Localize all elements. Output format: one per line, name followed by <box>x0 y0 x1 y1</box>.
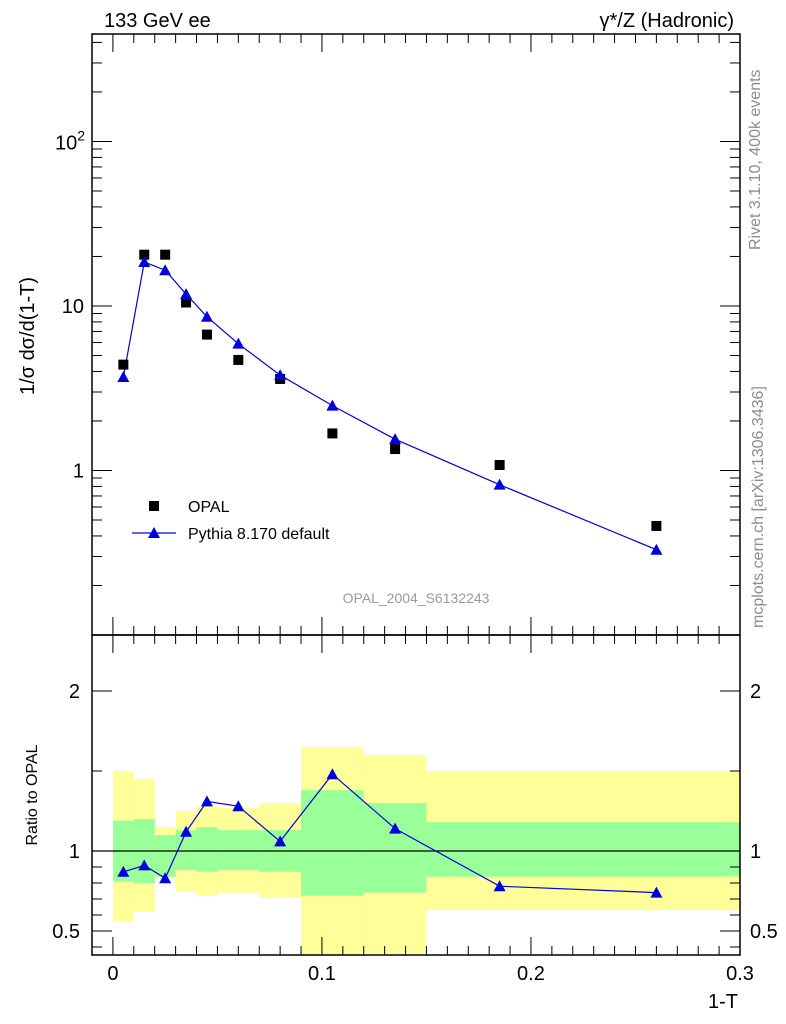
ratio-mc-point <box>159 872 172 884</box>
ratio-y-tick-label-right: 1 <box>750 841 761 863</box>
ratio-y-axis-title: Ratio to OPAL <box>24 744 41 845</box>
mc-point <box>159 264 172 276</box>
mc-point <box>274 369 287 381</box>
x-tick-label: 0.3 <box>726 963 754 985</box>
main-y-tick-label: 102 <box>55 127 85 154</box>
opal-point <box>118 359 129 370</box>
header-right: γ*/Z (Hadronic) <box>600 10 734 32</box>
x-tick-label: 0.1 <box>308 963 336 985</box>
ratio-mc-point <box>493 880 506 892</box>
main-panel-marks <box>117 249 663 555</box>
ratio-inner-band <box>196 827 218 872</box>
ratio-inner-band <box>217 830 260 871</box>
ratio-inner-band <box>154 835 176 877</box>
main-y-tick-label: 1 <box>73 460 84 482</box>
legend-opal-marker <box>149 501 159 511</box>
ratio-mc-point <box>232 800 245 812</box>
opal-point <box>494 459 505 470</box>
opal-point <box>201 329 212 340</box>
mc-point <box>493 478 506 490</box>
watermark: OPAL_2004_S6132243 <box>343 590 490 606</box>
ratio-mc-point <box>117 865 130 877</box>
ratio-y-tick-label: 1 <box>69 841 80 863</box>
ratio-mc-point <box>650 886 663 898</box>
mc-point <box>326 399 339 411</box>
mc-point <box>200 310 213 322</box>
mc-point <box>180 288 193 300</box>
x-tick-label: 0.2 <box>517 963 545 985</box>
opal-point <box>390 444 401 455</box>
legend-mc-marker <box>148 527 160 538</box>
ratio-mc-point <box>180 825 193 837</box>
opal-point <box>181 297 192 308</box>
ratio-y-tick-label-right: 0.5 <box>750 921 778 943</box>
mc-point <box>650 543 663 555</box>
legend-mc-label: Pythia 8.170 default <box>188 526 330 543</box>
ratio-mc-point <box>326 768 339 780</box>
ratio-mc-point <box>389 822 402 834</box>
ratio-panel: 0.5 0.5 1 1 2 2 0 0.1 0.2 0.3 Ratio to OPAL 1-T <box>24 634 778 1013</box>
ratio-y-tick-label: 0.5 <box>52 921 80 943</box>
legend: OPAL Pythia 8.170 default <box>132 499 330 543</box>
mc-point <box>389 433 402 445</box>
opal-point <box>233 354 244 365</box>
mc-point <box>117 371 130 383</box>
ratio-panel-ticks: 0.5 0.5 1 1 2 2 0 0.1 0.2 0.3 <box>52 635 778 985</box>
ratio-panel-marks <box>117 768 663 898</box>
ratio-inner-band <box>363 803 427 893</box>
ratio-mc-point <box>138 859 151 871</box>
ratio-mc-point <box>200 795 213 807</box>
mcplots-label: mcplots.cern.ch [arXiv:1306.3436] <box>750 386 767 628</box>
ratio-inner-band <box>301 790 364 896</box>
x-axis-title: 1-T <box>708 991 738 1013</box>
ratio-y-tick-label-right: 2 <box>750 681 761 703</box>
mc-point <box>138 256 151 268</box>
main-y-tick-label: 10 <box>62 296 84 318</box>
opal-point <box>327 428 338 439</box>
ratio-panel-frame <box>91 634 741 956</box>
ratio-y-tick-label: 2 <box>69 681 80 703</box>
main-panel-frame <box>91 33 741 636</box>
ratio-inner-band <box>426 822 740 877</box>
main-y-axis-title: 1/σ dσ/d(1-T) <box>17 277 39 395</box>
rivet-version-label: Rivet 3.1.10, 400k events <box>747 69 764 250</box>
opal-point <box>651 520 662 531</box>
mc-point <box>232 337 245 349</box>
opal-point <box>139 249 150 260</box>
header-left: 133 GeV ee <box>104 10 211 32</box>
ratio-mc-point <box>274 835 287 847</box>
opal-point <box>160 249 171 260</box>
legend-opal-label: OPAL <box>188 499 230 516</box>
x-tick-label: 0 <box>107 963 118 985</box>
ratio-inner-band <box>175 830 197 871</box>
main-panel-ticks: 1 10 102 <box>55 34 741 636</box>
